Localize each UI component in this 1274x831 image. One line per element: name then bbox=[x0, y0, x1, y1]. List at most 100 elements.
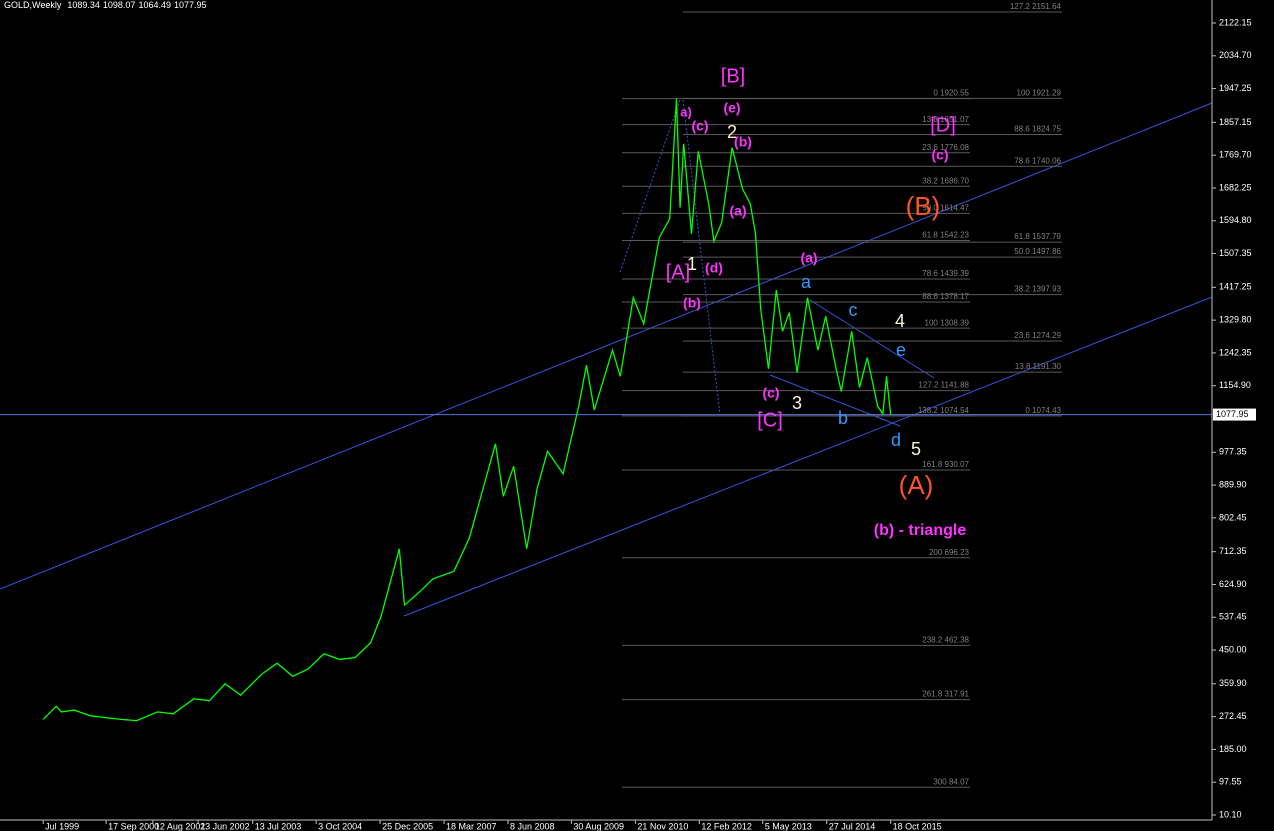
wave-label: (a) bbox=[800, 250, 817, 266]
wave-label: b bbox=[838, 408, 848, 428]
y-tick-label: 537.45 bbox=[1219, 612, 1247, 622]
fib-label: 78.6 1740.06 bbox=[1014, 156, 1061, 165]
wave-label: e bbox=[896, 340, 906, 360]
y-tick-label: 97.55 bbox=[1219, 777, 1242, 787]
triangle-lower bbox=[769, 374, 901, 427]
wave-label: 5 bbox=[911, 439, 921, 459]
wave-label: a) bbox=[680, 104, 692, 119]
wave-label: 2 bbox=[727, 122, 737, 142]
wave-label: (a) bbox=[729, 203, 746, 219]
fib-label: 100 1308.39 bbox=[925, 318, 970, 327]
last-price-label: 1077.95 bbox=[1216, 409, 1249, 419]
fib-label: 127.2 2151.64 bbox=[1010, 2, 1062, 11]
y-tick-label: 450.00 bbox=[1219, 644, 1247, 654]
wave-label: [B] bbox=[721, 65, 745, 87]
y-tick-label: 1417.25 bbox=[1219, 282, 1252, 292]
fib-label: 88.6 1378.17 bbox=[922, 292, 969, 301]
fib-label: 161.8 930.07 bbox=[922, 460, 969, 469]
fib-label: 88.6 1824.75 bbox=[1014, 125, 1061, 134]
y-tick-label: 359.90 bbox=[1219, 678, 1247, 688]
x-tick-label: 17 Sep 2000 bbox=[108, 821, 159, 831]
wave-label: (c) bbox=[691, 118, 708, 134]
fib-label: 50.0 1614.47 bbox=[922, 203, 969, 212]
wave-label: (c) bbox=[762, 385, 779, 401]
triangle-upper bbox=[809, 299, 935, 379]
fib-label: 238.2 462.38 bbox=[922, 636, 969, 645]
x-tick-label: 8 Jun 2008 bbox=[510, 821, 555, 831]
symbol: GOLD,Weekly bbox=[4, 0, 62, 10]
wave-label: [A] bbox=[666, 261, 690, 283]
fib-label: 13.8 1851.07 bbox=[922, 115, 969, 124]
y-tick-label: 1594.80 bbox=[1219, 215, 1252, 225]
fib-label: 127.2 1141.88 bbox=[918, 381, 969, 390]
wave-label: (b) bbox=[734, 134, 752, 150]
fib-label: 138.2 1074.54 bbox=[918, 406, 970, 415]
y-tick-label: 1682.25 bbox=[1219, 182, 1252, 192]
x-tick-label: 30 Aug 2009 bbox=[573, 821, 624, 831]
x-tick-label: 25 Dec 2005 bbox=[382, 821, 433, 831]
header: GOLD,Weekly 1089.34 1098.07 1064.49 1077.95 bbox=[4, 0, 207, 10]
fib-label: 200 696.23 bbox=[929, 548, 970, 557]
x-tick-label: 18 Mar 2007 bbox=[446, 821, 497, 831]
y-tick-label: 1329.80 bbox=[1219, 315, 1252, 325]
x-tick-label: 18 Oct 2015 bbox=[893, 821, 942, 831]
wave-label: (b) bbox=[683, 295, 701, 311]
wave-label: 4 bbox=[895, 311, 905, 331]
close: 1077.95 bbox=[174, 0, 207, 10]
y-tick-label: 712.35 bbox=[1219, 546, 1247, 556]
fib-label: 13.8 1191.30 bbox=[1015, 362, 1062, 371]
open: 1089.34 bbox=[67, 0, 100, 10]
x-tick-label: Jul 1999 bbox=[45, 821, 79, 831]
wave-label: c bbox=[849, 300, 858, 320]
time-axis-bg bbox=[0, 821, 1212, 831]
fib-label: 50.0 1497.86 bbox=[1014, 247, 1061, 256]
x-tick-label: 5 May 2013 bbox=[765, 821, 812, 831]
fib-label: 61.8 1537.79 bbox=[1014, 232, 1061, 241]
y-tick-label: 185.00 bbox=[1219, 744, 1247, 754]
channel-upper bbox=[0, 102, 1213, 590]
y-tick-label: 1507.35 bbox=[1219, 248, 1252, 258]
wave-label: [C] bbox=[757, 409, 783, 431]
fib-label: 100 1921.29 bbox=[1017, 88, 1062, 97]
channel-lower bbox=[403, 296, 1213, 617]
y-tick-label: 2122.15 bbox=[1219, 17, 1252, 27]
y-tick-label: 10.10 bbox=[1219, 809, 1242, 819]
wave-label: a bbox=[801, 272, 812, 292]
y-tick-label: 1242.35 bbox=[1219, 347, 1252, 357]
y-tick-label: 1947.25 bbox=[1219, 83, 1252, 93]
wave-label: d bbox=[891, 430, 901, 450]
y-tick-label: 1857.15 bbox=[1219, 117, 1252, 127]
high: 1098.07 bbox=[103, 0, 136, 10]
x-tick-label: 3 Oct 2004 bbox=[318, 821, 362, 831]
fib-label: 0 1920.55 bbox=[933, 89, 969, 98]
trend-lines bbox=[0, 99, 1213, 617]
fib-label: 300 84.07 bbox=[933, 777, 969, 786]
fib-label: 38.2 1686.70 bbox=[922, 176, 969, 185]
wave-label: 3 bbox=[792, 393, 802, 413]
y-tick-label: 1769.70 bbox=[1219, 150, 1252, 160]
y-tick-label: 2034.70 bbox=[1219, 50, 1252, 60]
fib-label: 261.8 317.91 bbox=[922, 690, 969, 699]
wave-label: (e) bbox=[723, 100, 740, 116]
x-tick-label: 12 Aug 2001 bbox=[155, 821, 206, 831]
last-price-box bbox=[1213, 408, 1256, 421]
y-tick-label: 802.45 bbox=[1219, 512, 1247, 522]
wave-label: (b) - triangle bbox=[874, 522, 967, 539]
y-tick-label: 1154.90 bbox=[1219, 380, 1251, 390]
y-tick-label: 977.35 bbox=[1219, 447, 1247, 457]
price-line bbox=[42, 98, 892, 722]
y-tick-label: 272.45 bbox=[1219, 711, 1247, 721]
fib-label: 0 1074.43 bbox=[1025, 406, 1061, 415]
x-tick-label: 12 Feb 2012 bbox=[701, 821, 752, 831]
fib-label: 23.6 1776.08 bbox=[922, 143, 969, 152]
fib-label: 23.6 1274.29 bbox=[1014, 331, 1061, 340]
x-tick-label: 27 Jul 2014 bbox=[829, 821, 876, 831]
wave-label: [D] bbox=[930, 114, 956, 136]
y-tick-label: 624.90 bbox=[1219, 579, 1247, 589]
x-tick-label: 13 Jul 2003 bbox=[255, 821, 302, 831]
fib-label: 78.6 1439.39 bbox=[922, 269, 969, 278]
wave-label: (c) bbox=[931, 147, 948, 163]
wave-label: (d) bbox=[705, 260, 723, 276]
wave-label: (B) bbox=[906, 191, 941, 221]
